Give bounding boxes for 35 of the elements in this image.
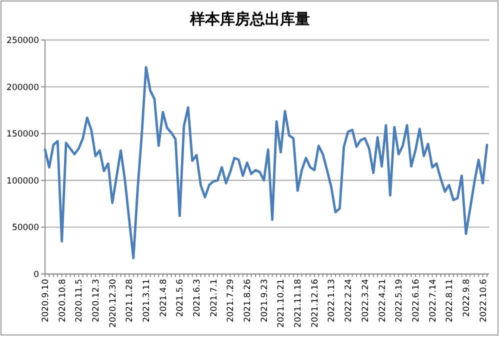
x-tick-label: 2022.4.21 bbox=[378, 279, 388, 322]
x-tick-label: 2021.6.3 bbox=[192, 279, 203, 317]
x-tick-label: 2022.10.6 bbox=[478, 279, 489, 322]
x-tick-label: 2021.11.18 bbox=[294, 279, 304, 328]
x-tick-label: 2022.6.16 bbox=[411, 279, 422, 322]
y-tick-label: 50000 bbox=[12, 223, 39, 234]
y-tick-label: 100000 bbox=[6, 176, 39, 186]
x-tick-label: 2021.4.8 bbox=[158, 279, 169, 317]
x-tick-label: 2021.7.29 bbox=[226, 279, 236, 322]
x-tick-label: 2021.10.21 bbox=[276, 279, 287, 328]
line-series bbox=[44, 66, 488, 260]
x-tick-label: 2020.12.3 bbox=[92, 279, 102, 322]
x-tick-label: 2020.12.30 bbox=[108, 279, 118, 328]
y-tick-label: 150000 bbox=[6, 130, 39, 140]
y-tick-label: 200000 bbox=[6, 82, 39, 93]
x-tick-label: 2022.5.19 bbox=[394, 279, 405, 322]
y-tick-label: 0 bbox=[34, 270, 39, 280]
x-tick-label: 2022.7.14 bbox=[428, 279, 438, 322]
y-tick-label: 250000 bbox=[6, 36, 39, 46]
x-tick-label: 2021.12.16 bbox=[310, 279, 320, 328]
x-tick-label: 2022.2.24 bbox=[344, 279, 354, 322]
x-tick-label: 2021.7.1 bbox=[209, 279, 220, 317]
x-tick-label: 2022.1.13 bbox=[327, 279, 338, 322]
x-tick-label: 2021.5.6 bbox=[176, 279, 186, 317]
x-tick-label: 2021.1.28 bbox=[125, 279, 136, 322]
x-tick-label: 2020.9.10 bbox=[41, 279, 51, 322]
x-tick-label: 2020.10.8 bbox=[58, 279, 68, 322]
x-tick-label: 2021.3.11 bbox=[142, 279, 152, 322]
x-tick-label: 2021.8.26 bbox=[243, 279, 254, 322]
x-tick-label: 2022.9.8 bbox=[462, 279, 472, 317]
x-tick-label: 2022.3.24 bbox=[360, 279, 371, 322]
x-tick-label: 2022.8.11 bbox=[445, 279, 456, 322]
x-tick-label: 2021.9.23 bbox=[260, 279, 270, 322]
chart-title: 样本库房总出库量 bbox=[189, 10, 310, 28]
x-tick-label: 2020.11.5 bbox=[74, 279, 85, 322]
